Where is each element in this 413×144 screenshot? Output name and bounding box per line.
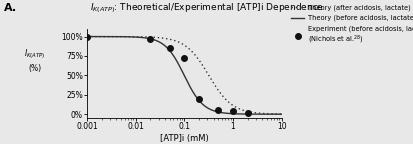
Experiment (before acidosis, lactate)
(Nichols et al.$^{28}$) <box>229 110 235 112</box>
Experiment (before acidosis, lactate)
(Nichols et al.$^{28}$) <box>83 35 90 38</box>
Theory (before acidosis, lactate) <box>199 102 204 104</box>
Experiment (before acidosis, lactate)
(Nichols et al.$^{28}$) <box>214 108 221 111</box>
Legend: Theory (after acidosis, lactate), Theory (before acidosis, lactate), Experiment : Theory (after acidosis, lactate), Theory… <box>290 5 413 46</box>
Theory (before acidosis, lactate) <box>278 113 283 115</box>
Theory (after acidosis, lactate) <box>278 113 283 115</box>
Text: $I_{K(ATP)}$: Theoretical/Experimental [ATP]i Dependence: $I_{K(ATP)}$: Theoretical/Experimental [… <box>90 1 323 15</box>
Theory (after acidosis, lactate) <box>84 36 89 37</box>
Text: $I_{K(ATP)}$
(%): $I_{K(ATP)}$ (%) <box>24 48 46 73</box>
Experiment (before acidosis, lactate)
(Nichols et al.$^{28}$) <box>166 47 173 49</box>
Theory (after acidosis, lactate) <box>214 87 219 89</box>
Theory (before acidosis, lactate) <box>214 111 219 113</box>
Theory (before acidosis, lactate) <box>134 36 139 38</box>
Line: Theory (after acidosis, lactate): Theory (after acidosis, lactate) <box>87 37 281 114</box>
Theory (after acidosis, lactate) <box>134 36 139 38</box>
Theory (before acidosis, lactate) <box>172 57 177 59</box>
Theory (before acidosis, lactate) <box>230 113 235 115</box>
Theory (after acidosis, lactate) <box>230 105 235 107</box>
Theory (after acidosis, lactate) <box>199 63 204 65</box>
Experiment (before acidosis, lactate)
(Nichols et al.$^{28}$) <box>180 56 187 59</box>
Theory (before acidosis, lactate) <box>119 36 123 38</box>
Experiment (before acidosis, lactate)
(Nichols et al.$^{28}$) <box>195 97 202 100</box>
Line: Theory (before acidosis, lactate): Theory (before acidosis, lactate) <box>87 37 281 114</box>
Experiment (before acidosis, lactate)
(Nichols et al.$^{28}$) <box>147 38 153 40</box>
Experiment (before acidosis, lactate)
(Nichols et al.$^{28}$) <box>244 111 250 114</box>
Text: A.: A. <box>4 3 17 13</box>
X-axis label: [ATP]i (mM): [ATP]i (mM) <box>159 134 208 143</box>
Theory (before acidosis, lactate) <box>84 36 89 37</box>
Theory (after acidosis, lactate) <box>119 36 123 37</box>
Theory (after acidosis, lactate) <box>172 40 177 42</box>
